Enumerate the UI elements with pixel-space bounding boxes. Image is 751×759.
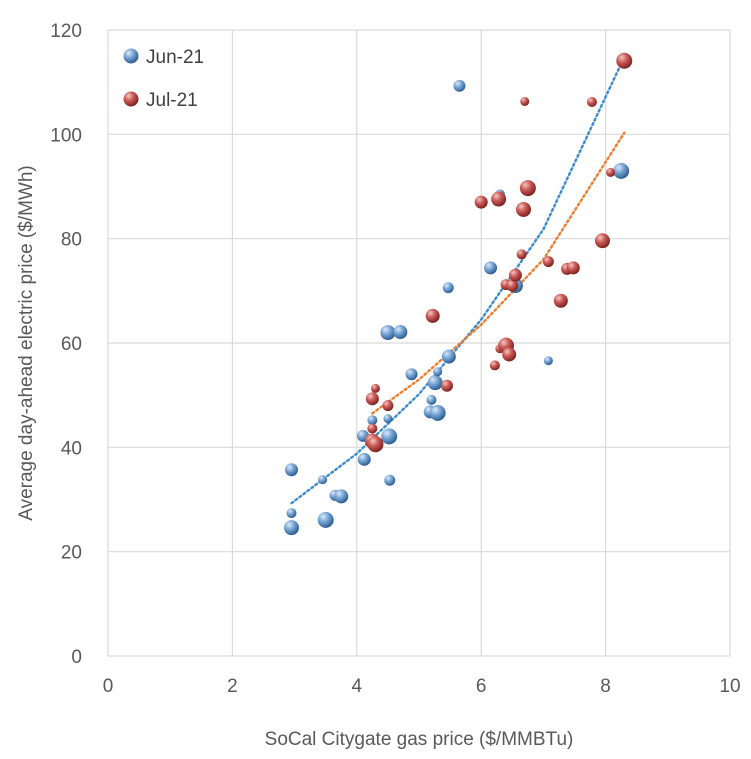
legend: Jun-21 Jul-21 bbox=[123, 47, 204, 111]
point-jul-21 bbox=[516, 249, 527, 260]
point-jun-21 bbox=[426, 394, 437, 405]
point-jul-21 bbox=[606, 167, 616, 177]
point-jul-21 bbox=[382, 400, 394, 412]
point-jun-21 bbox=[286, 508, 297, 519]
point-jun-21 bbox=[357, 452, 371, 466]
point-jul-21 bbox=[515, 201, 531, 217]
y-tick-label: 120 bbox=[50, 21, 82, 42]
point-jul-21 bbox=[367, 436, 384, 453]
y-tick-label: 20 bbox=[61, 543, 82, 564]
legend-label-jul-21: Jul-21 bbox=[146, 90, 198, 111]
point-jul-21 bbox=[594, 233, 610, 249]
point-jul-21 bbox=[506, 279, 519, 292]
point-jun-21 bbox=[484, 261, 498, 275]
point-jun-21 bbox=[318, 475, 328, 485]
x-tick-label: 6 bbox=[476, 676, 487, 697]
point-jun-21 bbox=[613, 162, 630, 179]
legend-label-jun-21: Jun-21 bbox=[146, 47, 204, 68]
point-jun-21 bbox=[383, 414, 393, 424]
point-jul-21 bbox=[542, 256, 554, 268]
trendline-jul-21 bbox=[371, 131, 626, 415]
point-jun-21 bbox=[393, 325, 408, 340]
point-jul-21 bbox=[370, 383, 380, 393]
x-tick-label: 0 bbox=[103, 676, 114, 697]
y-tick-label: 60 bbox=[61, 334, 82, 355]
point-jun-21 bbox=[367, 415, 378, 426]
point-jul-21 bbox=[367, 423, 378, 434]
x-tick-label: 10 bbox=[719, 676, 740, 697]
point-jul-21 bbox=[586, 96, 597, 107]
point-jun-21 bbox=[283, 520, 299, 536]
y-tick-label: 80 bbox=[61, 230, 82, 251]
gridlines bbox=[107, 29, 731, 657]
point-jul-21 bbox=[489, 360, 500, 371]
point-jul-21 bbox=[440, 379, 453, 392]
x-axis-title: SoCal Citygate gas price ($/MMBTu) bbox=[265, 729, 574, 750]
point-jul-21 bbox=[425, 308, 440, 323]
point-jun-21 bbox=[405, 368, 418, 381]
trendlines bbox=[290, 62, 626, 505]
point-jun-21 bbox=[427, 375, 443, 391]
point-jul-21 bbox=[474, 195, 488, 209]
point-jul-21 bbox=[508, 268, 522, 282]
y-tick-label: 100 bbox=[50, 125, 82, 146]
point-jul-21 bbox=[616, 52, 633, 69]
point-jul-21 bbox=[519, 180, 536, 197]
x-tick-label: 8 bbox=[600, 676, 611, 697]
point-jul-21 bbox=[491, 191, 507, 207]
legend-marker-jun-21 bbox=[123, 48, 139, 64]
y-tick-label: 40 bbox=[61, 438, 82, 459]
point-jun-21 bbox=[284, 463, 298, 477]
legend-marker-jul-21 bbox=[123, 91, 139, 107]
point-jun-21 bbox=[380, 325, 396, 341]
y-tick-label: 0 bbox=[71, 647, 82, 668]
point-jun-21 bbox=[384, 474, 396, 486]
point-jun-21 bbox=[441, 349, 456, 364]
point-jun-21 bbox=[381, 428, 398, 445]
point-jun-21 bbox=[433, 367, 443, 377]
point-jun-21 bbox=[334, 489, 349, 504]
point-jun-21 bbox=[453, 79, 466, 92]
point-jun-21 bbox=[442, 282, 454, 294]
point-jul-21 bbox=[502, 347, 517, 362]
y-axis-title: Average day-ahead electric price ($/MWh) bbox=[16, 165, 37, 521]
point-jul-21 bbox=[553, 293, 568, 308]
point-jun-21 bbox=[543, 356, 553, 366]
point-jul-21 bbox=[520, 96, 530, 106]
x-tick-label: 4 bbox=[352, 676, 363, 697]
point-jun-21 bbox=[317, 511, 334, 528]
trendline-jun-21 bbox=[290, 62, 623, 505]
point-jul-21 bbox=[566, 261, 580, 275]
x-tick-label: 2 bbox=[227, 676, 238, 697]
point-jun-21 bbox=[429, 404, 446, 421]
data-points bbox=[283, 52, 633, 536]
point-jul-21 bbox=[365, 392, 379, 406]
